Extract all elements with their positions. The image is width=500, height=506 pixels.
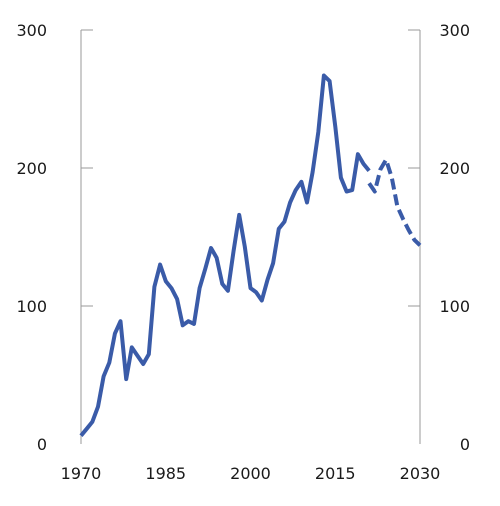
x-tick-2030: 2030	[400, 464, 441, 483]
y-tick-right-300: 300	[439, 21, 470, 40]
y-tick-labels-left: 0 100 200 300	[16, 21, 47, 454]
axes	[80, 30, 421, 444]
series-line-solid	[79, 73, 371, 437]
series-lines	[79, 73, 422, 437]
x-tick-1970: 1970	[61, 464, 102, 483]
x-tick-labels: 1970 1985 2000 2015 2030	[61, 464, 441, 483]
y-tick-labels-right: 0 100 200 300	[439, 21, 470, 454]
y-tick-right-0: 0	[460, 435, 470, 454]
y-tick-right-200: 200	[439, 159, 470, 178]
y-tick-left-300: 300	[16, 21, 47, 40]
x-tick-1985: 1985	[145, 464, 186, 483]
gridlines	[81, 29, 420, 307]
y-tick-right-100: 100	[439, 297, 470, 316]
y-tick-left-0: 0	[37, 435, 47, 454]
series-line-dashed	[367, 157, 422, 247]
y-tick-left-100: 100	[16, 297, 47, 316]
y-tick-left-200: 200	[16, 159, 47, 178]
x-tick-2000: 2000	[230, 464, 271, 483]
x-tick-2015: 2015	[315, 464, 356, 483]
